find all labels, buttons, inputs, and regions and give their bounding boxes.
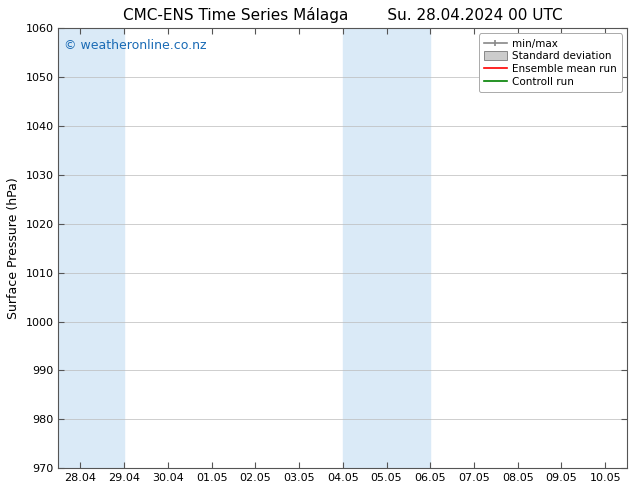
Y-axis label: Surface Pressure (hPa): Surface Pressure (hPa) bbox=[7, 177, 20, 319]
Text: © weatheronline.co.nz: © weatheronline.co.nz bbox=[64, 39, 207, 52]
Bar bbox=[58, 28, 124, 468]
Title: CMC-ENS Time Series Málaga        Su. 28.04.2024 00 UTC: CMC-ENS Time Series Málaga Su. 28.04.202… bbox=[123, 7, 562, 23]
Bar bbox=[343, 28, 430, 468]
Legend: min/max, Standard deviation, Ensemble mean run, Controll run: min/max, Standard deviation, Ensemble me… bbox=[479, 33, 622, 92]
